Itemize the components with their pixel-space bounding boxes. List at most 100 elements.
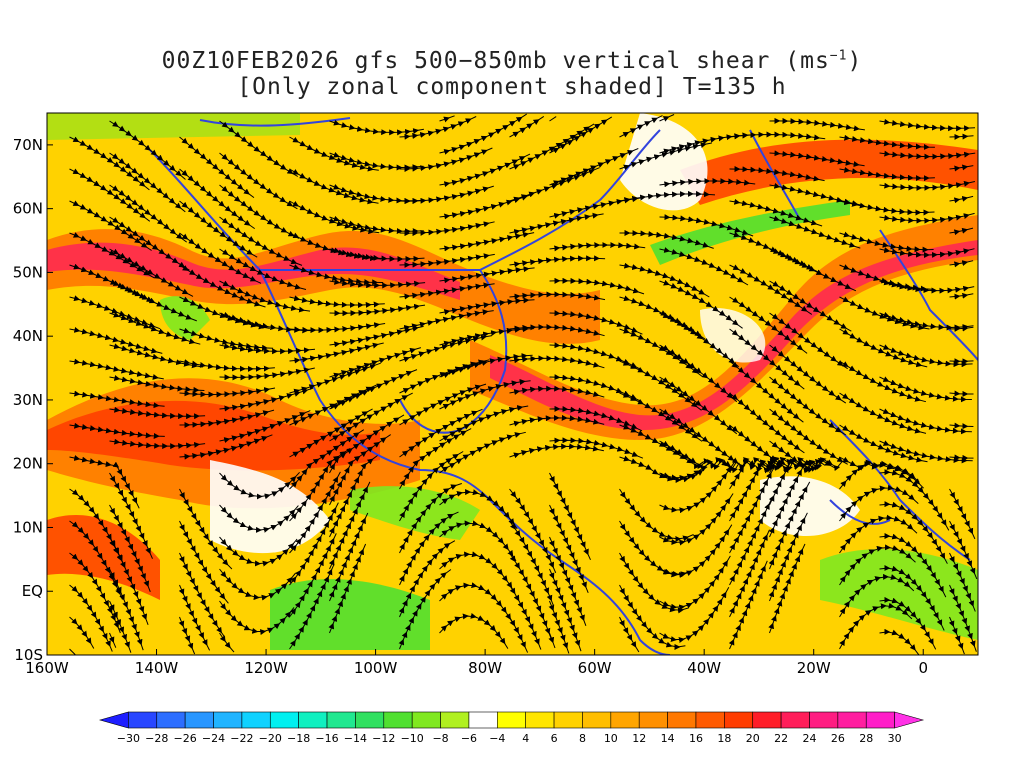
- streamline: [949, 133, 974, 140]
- lat-label: 70N: [13, 136, 43, 154]
- streamline: [549, 242, 646, 252]
- colorbar-label: −16: [315, 732, 338, 745]
- colorbar-label: −22: [230, 732, 253, 745]
- colorbar-swatch: [724, 711, 754, 729]
- colorbar-swatch: [780, 711, 810, 729]
- colorbar-label: −20: [259, 732, 282, 745]
- lon-label: 40W: [687, 659, 721, 677]
- colorbar-swatch: [865, 711, 895, 729]
- streamline: [879, 180, 976, 191]
- streamline: [948, 616, 965, 655]
- streamline: [328, 543, 367, 634]
- streamline: [769, 117, 865, 132]
- streamline: [548, 632, 556, 649]
- streamline: [659, 177, 756, 188]
- streamline: [619, 229, 714, 249]
- streamline: [289, 563, 335, 650]
- shear-streamlines: [69, 113, 978, 655]
- streamline: [509, 212, 604, 235]
- streamline: [549, 277, 645, 295]
- streamline: [329, 303, 426, 317]
- lat-label: 10S: [14, 646, 43, 664]
- streamline: [399, 282, 495, 300]
- streamline: [879, 376, 972, 403]
- colorbar-swatch: [837, 711, 867, 729]
- streamline: [178, 616, 196, 655]
- streamline: [549, 116, 557, 122]
- lat-label: 30N: [13, 391, 43, 409]
- streamline: [879, 279, 975, 294]
- colorbar-swatch: [326, 711, 356, 729]
- lat-label: 50N: [13, 263, 43, 281]
- streamline: [619, 616, 640, 653]
- lon-label: 140W: [135, 659, 179, 677]
- colorbar-swatch: [241, 711, 271, 729]
- streamline: [219, 536, 298, 567]
- colorbar: −30 −28 −26 −24 −22 −20 −18 −16 −14 −12 −10 −8 −6 −4 4…: [98, 711, 925, 745]
- streamline: [949, 195, 974, 204]
- colorbar-swatch: [468, 711, 498, 729]
- streamline: [879, 247, 975, 258]
- streamline: [439, 193, 533, 220]
- colorbar-swatch: [752, 711, 782, 729]
- colorbar-swatch: [638, 711, 668, 729]
- streamline: [509, 291, 606, 301]
- streamline: [398, 569, 452, 650]
- colorbar-swatch: [383, 711, 413, 729]
- colorbar-swatch: [497, 711, 526, 729]
- streamline: [399, 221, 495, 237]
- colorbar-swatch: [553, 711, 583, 729]
- streamline: [509, 584, 542, 650]
- colorbar-swatch: [525, 711, 555, 729]
- streamline: [949, 454, 974, 461]
- colorbar-label: 4: [522, 732, 529, 745]
- streamline: [439, 113, 527, 155]
- streamline: [839, 199, 935, 216]
- lat-label: EQ: [22, 582, 43, 600]
- streamline: [509, 616, 529, 653]
- streamline: [399, 253, 495, 268]
- streamline: [69, 648, 76, 655]
- lon-label: 0: [918, 659, 928, 677]
- colorbar-label: 18: [717, 732, 731, 745]
- colorbar-swatch: [184, 711, 214, 729]
- streamline: [949, 422, 974, 430]
- lat-label: 40N: [13, 327, 43, 345]
- longitude-axis: 160W 140W 120W 100W 80W 60W 40W 20W 0: [25, 649, 928, 677]
- streamline: [879, 408, 972, 435]
- streamline: [439, 582, 514, 625]
- colorbar-label: 14: [661, 732, 675, 745]
- streamline: [879, 118, 976, 132]
- streamline: [329, 325, 424, 348]
- streamline: [69, 390, 165, 409]
- map-frame: [46, 112, 979, 656]
- streamline: [619, 584, 686, 650]
- streamline: [729, 166, 825, 182]
- colorbar-swatch: [667, 711, 697, 729]
- streamline: [839, 459, 920, 490]
- streamline: [108, 632, 117, 648]
- colorbar-label: 10: [604, 732, 618, 745]
- colorbar-label: −18: [287, 732, 310, 745]
- streamline: [839, 544, 916, 586]
- streamline: [839, 514, 918, 554]
- streamline: [659, 214, 754, 237]
- lon-label: 20W: [797, 659, 831, 677]
- colorbar-label: 6: [551, 732, 558, 745]
- streamline: [949, 164, 974, 172]
- streamline: [399, 309, 494, 331]
- streamline: [948, 584, 977, 652]
- colorbar-label: −10: [401, 732, 424, 745]
- map-title-line2: [Only zonal component shaded] T=135 h: [237, 74, 787, 100]
- streamline: [108, 600, 132, 653]
- colorbar-label: 16: [689, 732, 703, 745]
- streamline: [439, 266, 535, 284]
- streamline: [839, 134, 935, 151]
- colorbar-label: 8: [579, 732, 586, 745]
- streamline: [659, 586, 730, 643]
- colorbar-swatch: [695, 711, 725, 729]
- colorbar-label: −8: [432, 732, 448, 745]
- streamline: [839, 484, 919, 522]
- colorbar-swatch: [809, 711, 839, 729]
